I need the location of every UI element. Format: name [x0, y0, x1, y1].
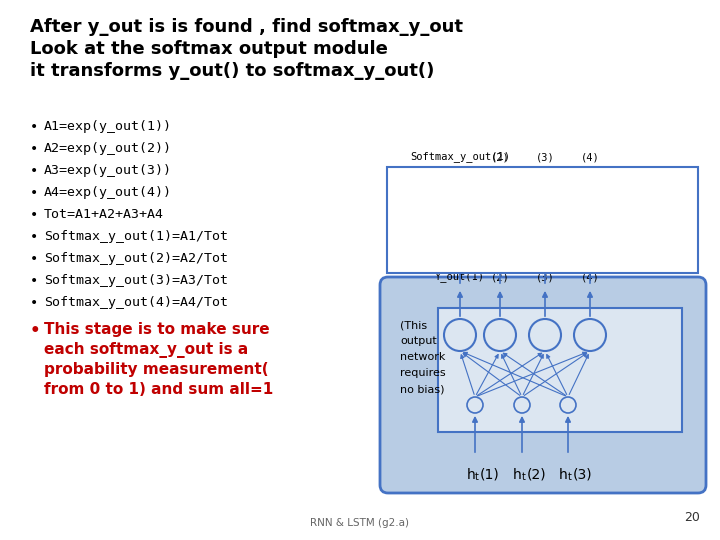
FancyBboxPatch shape — [380, 277, 706, 493]
Text: no bias): no bias) — [400, 384, 444, 394]
Text: (2): (2) — [527, 468, 546, 482]
Text: This stage is to make sure: This stage is to make sure — [44, 322, 269, 337]
Text: from 0 to 1) and sum all=1: from 0 to 1) and sum all=1 — [44, 382, 274, 397]
Text: After y_out is is found , find softmax_y_out: After y_out is is found , find softmax_y… — [30, 18, 463, 36]
Circle shape — [514, 397, 530, 413]
Text: each softmax_y_out is a: each softmax_y_out is a — [44, 342, 248, 358]
Text: (3): (3) — [573, 468, 593, 482]
Text: (2): (2) — [490, 152, 509, 162]
Circle shape — [467, 397, 483, 413]
Text: •: • — [30, 142, 38, 156]
FancyBboxPatch shape — [387, 167, 698, 273]
Text: •: • — [30, 208, 38, 222]
Text: (3): (3) — [536, 272, 554, 282]
Text: h: h — [513, 468, 522, 482]
Circle shape — [484, 319, 516, 351]
Text: Y_out(1): Y_out(1) — [435, 271, 485, 282]
Text: RNN & LSTM (g2.a): RNN & LSTM (g2.a) — [310, 518, 410, 528]
Circle shape — [444, 319, 476, 351]
Text: 20: 20 — [684, 511, 700, 524]
Text: probability measurement(: probability measurement( — [44, 362, 269, 377]
Text: •: • — [30, 164, 38, 178]
Text: t: t — [475, 472, 479, 482]
Text: (4): (4) — [580, 272, 599, 282]
Text: (4): (4) — [580, 152, 599, 162]
Text: network: network — [400, 352, 446, 362]
Text: A2=exp(y_out(2)): A2=exp(y_out(2)) — [44, 142, 172, 155]
Text: Softmax_y_out(1)=A1/Tot: Softmax_y_out(1)=A1/Tot — [44, 230, 228, 243]
Circle shape — [529, 319, 561, 351]
Text: it transforms y_out() to softmax_y_out(): it transforms y_out() to softmax_y_out() — [30, 62, 434, 80]
Text: •: • — [30, 252, 38, 266]
Text: Softmax_y_out(1): Softmax_y_out(1) — [410, 151, 510, 162]
Text: h: h — [559, 468, 568, 482]
FancyBboxPatch shape — [438, 308, 682, 432]
Text: •: • — [30, 322, 40, 340]
Text: t: t — [568, 472, 572, 482]
Text: (2): (2) — [490, 272, 509, 282]
Text: Softmax_y_out(2)=A2/Tot: Softmax_y_out(2)=A2/Tot — [44, 252, 228, 265]
Text: •: • — [30, 186, 38, 200]
Text: •: • — [30, 274, 38, 288]
Text: Softmax_y_out(3)=A3/Tot: Softmax_y_out(3)=A3/Tot — [44, 274, 228, 287]
Text: •: • — [30, 230, 38, 244]
Text: Look at the softmax output module: Look at the softmax output module — [30, 40, 388, 58]
Text: A4=exp(y_out(4)): A4=exp(y_out(4)) — [44, 186, 172, 199]
Text: (This: (This — [400, 320, 427, 330]
Text: t: t — [522, 472, 526, 482]
Circle shape — [560, 397, 576, 413]
Text: $\mathrm{softmax}(y\_out_i) = \dfrac{\exp(y\_out_i)}{\sum_{i=1}^{n}\exp(y\_out_i: $\mathrm{softmax}(y\_out_i) = \dfrac{\ex… — [400, 182, 608, 237]
Text: •: • — [30, 296, 38, 310]
Text: h: h — [467, 468, 475, 482]
Text: A1=exp(y_out(1)): A1=exp(y_out(1)) — [44, 120, 172, 133]
Text: (1): (1) — [480, 468, 500, 482]
Circle shape — [574, 319, 606, 351]
Text: (3): (3) — [536, 152, 554, 162]
Text: Tot=A1+A2+A3+A4: Tot=A1+A2+A3+A4 — [44, 208, 164, 221]
Text: Softmax_y_out(4)=A4/Tot: Softmax_y_out(4)=A4/Tot — [44, 296, 228, 309]
Text: for $i = 1,2,...,n$: for $i = 1,2,...,n$ — [400, 238, 503, 253]
Text: requires: requires — [400, 368, 446, 378]
Text: •: • — [30, 120, 38, 134]
Text: output: output — [400, 336, 437, 346]
Text: A3=exp(y_out(3)): A3=exp(y_out(3)) — [44, 164, 172, 177]
